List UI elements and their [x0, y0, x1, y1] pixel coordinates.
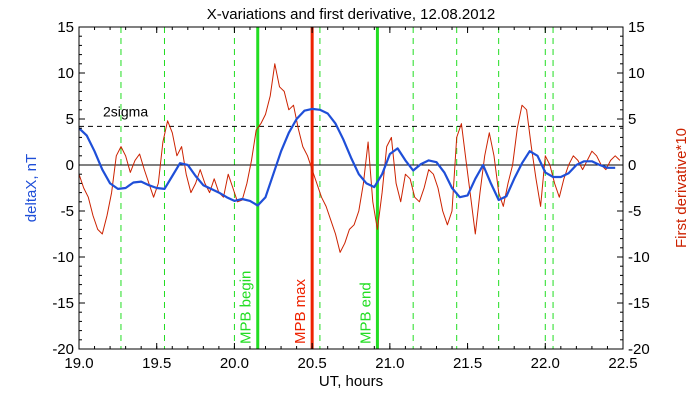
x-tick-label-0: 19.0 [64, 355, 93, 372]
x-tick-label-4: 21.0 [375, 355, 404, 372]
x-tick-label-3: 20.5 [298, 355, 327, 372]
y-left-tick-label-4: -5 [61, 203, 74, 220]
y-left-tick-label-2: 5 [66, 111, 74, 128]
series-deltax-line [79, 107, 616, 207]
y-right-tick-label-3: 0 [628, 157, 636, 174]
x-tick-label-1: 19.5 [142, 355, 171, 372]
plot-frame [78, 26, 624, 350]
y-right-tick-label-1: 10 [628, 65, 645, 82]
y-left-tick-label-7: -20 [52, 341, 74, 358]
threshold-label: 2sigma [103, 103, 148, 119]
y-right-tick-label-6: -15 [628, 295, 650, 312]
y-left-tick-label-0: 15 [57, 19, 74, 36]
y-right-tick-label-2: 5 [628, 111, 636, 128]
chart-title: X-variations and first derivative, 12.08… [207, 6, 496, 23]
x-axis-label: UT, hours [319, 373, 383, 390]
marker-label-1: MPB max [292, 278, 309, 344]
y-left-tick-label-6: -15 [52, 295, 74, 312]
y-right-tick-label-0: 15 [628, 19, 645, 36]
x-tick-label-7: 22.5 [608, 355, 637, 372]
y-axis-right-label: First derivative*10 [673, 128, 690, 248]
y-left-tick-label-1: 10 [57, 65, 74, 82]
series-group [79, 63, 621, 253]
y-right-tick-label-7: -20 [628, 341, 650, 358]
marker-label-2: MPB end [357, 282, 374, 344]
dashed-vertical-lines [120, 27, 554, 349]
x-axis-ticks: 19.0 19.5 20.0 20.5 21.0 21.5 22.0 22.5 [64, 27, 638, 372]
y-left-tick-label-5: -10 [52, 249, 74, 266]
y-axis-left-ticks: 15 10 5 0 -5 -10 -15 -20 [52, 19, 85, 358]
x-tick-label-6: 22.0 [531, 355, 560, 372]
x-tick-label-2: 20.0 [220, 355, 249, 372]
y-right-tick-label-4: -5 [628, 203, 641, 220]
series-derivative-line [79, 63, 621, 253]
y-axis-right-ticks: 15 10 5 0 -5 -10 -15 -20 [617, 19, 650, 358]
y-left-tick-label-3: 0 [66, 157, 74, 174]
mpb-markers: MPB begin MPB max MPB end [238, 27, 379, 349]
y-right-tick-label-5: -10 [628, 249, 650, 266]
marker-label-0: MPB begin [238, 271, 255, 344]
threshold-group: 2sigma [79, 103, 623, 127]
x-tick-label-5: 21.5 [453, 355, 482, 372]
y-axis-left-label: deltaX, nT [23, 154, 40, 222]
